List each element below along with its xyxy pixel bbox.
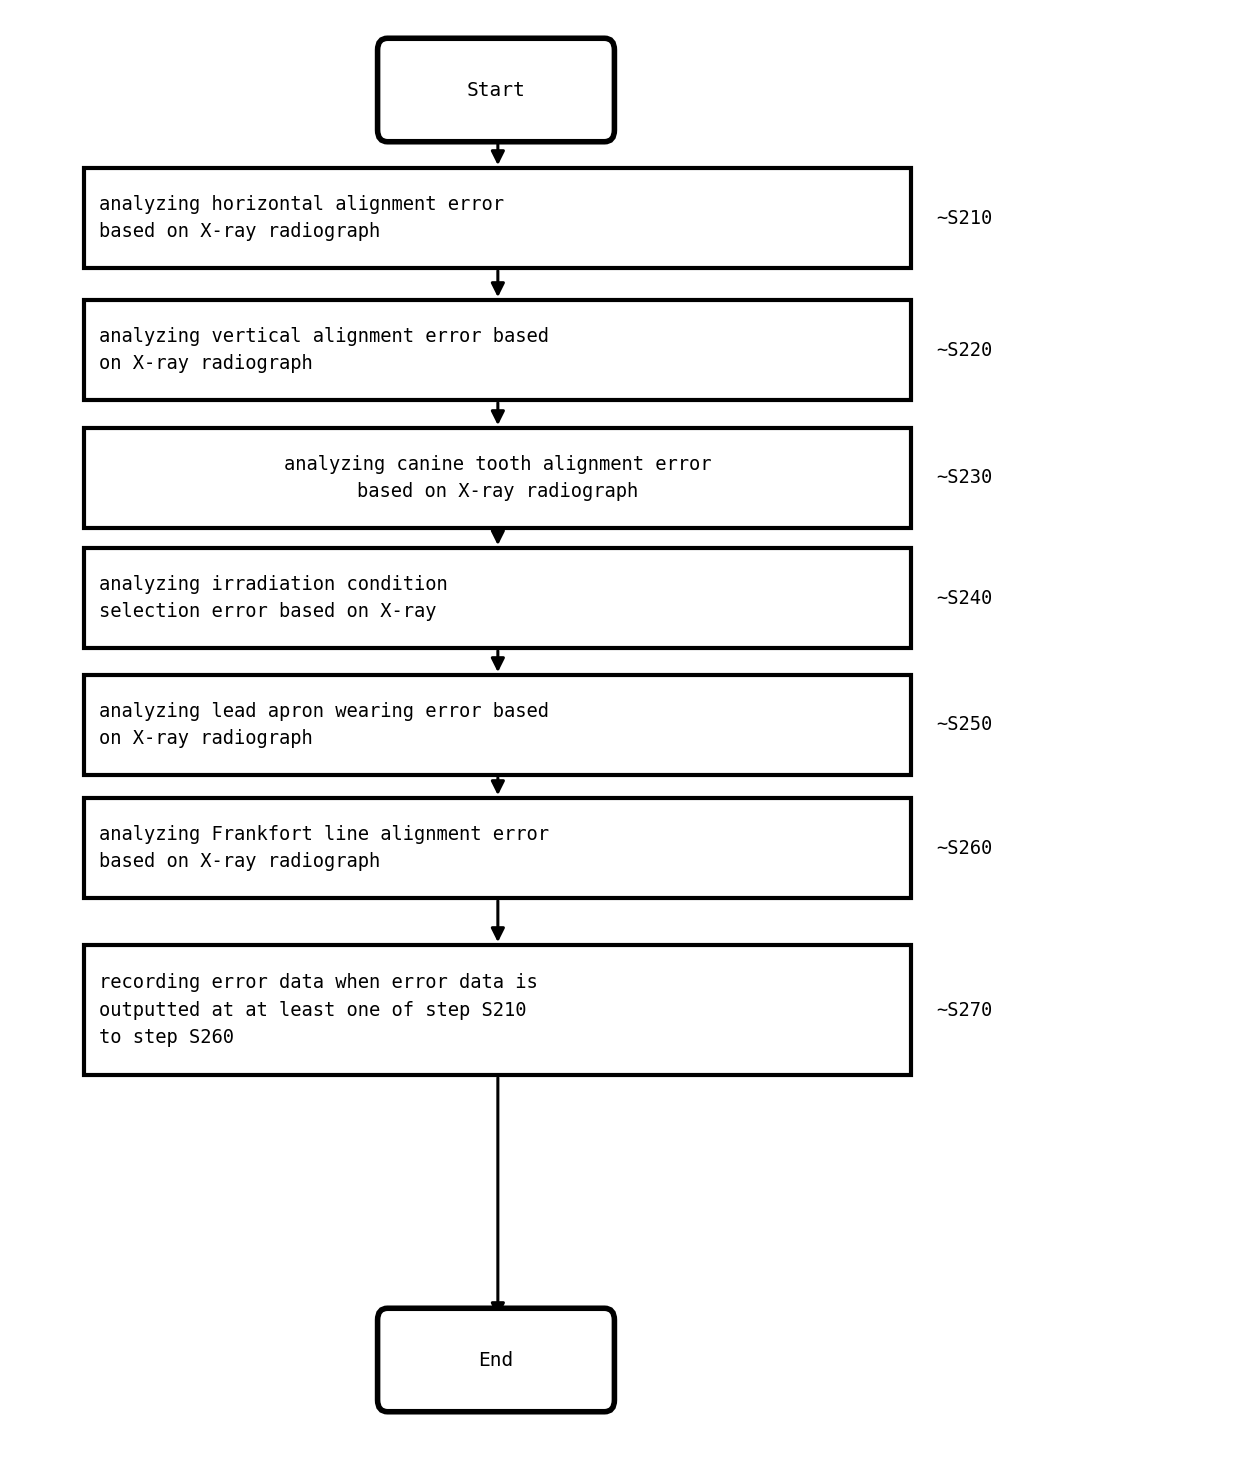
FancyBboxPatch shape <box>84 169 911 268</box>
FancyBboxPatch shape <box>377 38 614 142</box>
FancyBboxPatch shape <box>84 428 911 528</box>
Text: ~S250: ~S250 <box>936 716 992 735</box>
Text: analyzing canine tooth alignment error
based on X-ray radiograph: analyzing canine tooth alignment error b… <box>284 455 712 502</box>
FancyBboxPatch shape <box>84 675 911 775</box>
Text: analyzing Frankfort line alignment error
based on X-ray radiograph: analyzing Frankfort line alignment error… <box>99 824 549 871</box>
FancyBboxPatch shape <box>377 1309 614 1411</box>
Text: recording error data when error data is
outputted at at least one of step S210
t: recording error data when error data is … <box>99 973 538 1047</box>
FancyBboxPatch shape <box>84 549 911 648</box>
FancyBboxPatch shape <box>84 945 911 1075</box>
Text: ~S240: ~S240 <box>936 588 992 607</box>
Text: analyzing vertical alignment error based
on X-ray radiograph: analyzing vertical alignment error based… <box>99 327 549 373</box>
Text: ~S220: ~S220 <box>936 340 992 359</box>
Text: ~S210: ~S210 <box>936 208 992 227</box>
Text: Start: Start <box>466 81 526 100</box>
Text: End: End <box>479 1351 513 1370</box>
FancyBboxPatch shape <box>84 798 911 898</box>
Text: ~S270: ~S270 <box>936 1000 992 1020</box>
Text: ~S260: ~S260 <box>936 839 992 858</box>
FancyBboxPatch shape <box>84 299 911 400</box>
Text: analyzing horizontal alignment error
based on X-ray radiograph: analyzing horizontal alignment error bas… <box>99 195 505 241</box>
Text: analyzing irradiation condition
selection error based on X-ray: analyzing irradiation condition selectio… <box>99 575 448 621</box>
Text: analyzing lead apron wearing error based
on X-ray radiograph: analyzing lead apron wearing error based… <box>99 701 549 748</box>
Text: ~S230: ~S230 <box>936 468 992 487</box>
